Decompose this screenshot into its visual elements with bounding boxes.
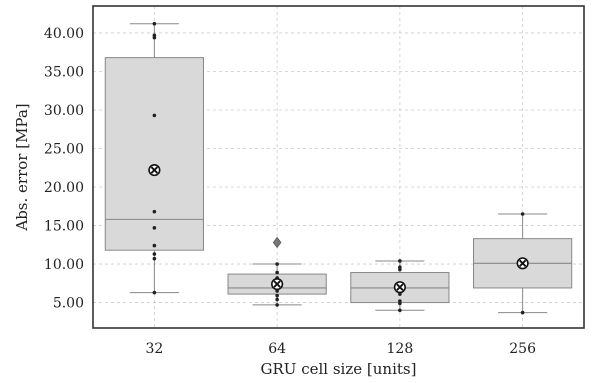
data-point <box>398 299 402 303</box>
box-group-64 <box>227 236 327 307</box>
box-layer <box>104 21 573 315</box>
data-point <box>152 226 157 230</box>
data-point <box>275 303 279 307</box>
x-axis-label: GRU cell size [units] <box>261 360 417 378</box>
data-point <box>152 290 157 295</box>
x-tick-label: 64 <box>268 341 286 357</box>
data-point <box>398 259 402 263</box>
data-point <box>520 212 525 216</box>
box-group-256 <box>473 212 573 315</box>
x-tick-label: 256 <box>509 341 536 357</box>
box-body <box>104 57 204 251</box>
mean-marker-cross <box>396 283 404 291</box>
y-tick-label: 30.00 <box>44 103 84 119</box>
data-point <box>398 308 402 313</box>
x-tick-label: 128 <box>387 341 414 357</box>
mean-marker-cross <box>518 259 527 267</box>
data-point <box>275 270 279 275</box>
data-point <box>398 265 402 269</box>
y-tick-label: 20.00 <box>44 180 84 196</box>
box-group-32 <box>104 21 204 295</box>
data-point <box>152 209 157 214</box>
data-point <box>275 297 279 302</box>
y-tick-label: 15.00 <box>44 219 84 235</box>
data-point <box>152 243 157 248</box>
y-tick-label: 35.00 <box>44 64 84 80</box>
y-axis-label: Abs. error [MPa] <box>13 103 31 231</box>
plot-frame <box>92 5 585 329</box>
data-point <box>152 33 157 38</box>
tick-layer: 5.00 10.00 15.00 20.00 25.00 30.00 35.00 40.00 3… <box>44 26 536 357</box>
data-point <box>520 310 525 315</box>
data-point <box>275 262 279 266</box>
box-group-128 <box>350 259 450 313</box>
x-tick-label: 32 <box>145 341 163 357</box>
data-point <box>152 252 157 256</box>
y-tick-label: 5.00 <box>53 296 84 312</box>
y-tick-label: 25.00 <box>44 142 84 158</box>
y-tick-label: 10.00 <box>44 257 84 273</box>
data-point <box>152 113 157 118</box>
y-tick-label: 40.00 <box>44 26 84 42</box>
data-point <box>275 293 279 298</box>
mean-marker-cross <box>150 166 159 174</box>
data-point <box>152 21 157 26</box>
mean-marker-cross <box>273 280 281 288</box>
outlier-marker <box>272 236 282 249</box>
data-point <box>152 256 157 261</box>
